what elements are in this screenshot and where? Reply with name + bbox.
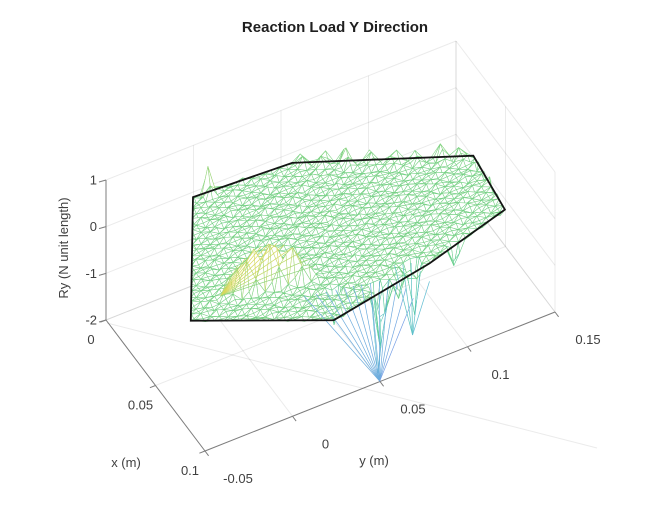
y-tick-label: 0.05 (400, 402, 425, 417)
y-tick-label: -0.05 (223, 471, 253, 486)
ridge-crest-fan (220, 257, 246, 297)
ridge-crest-fan (220, 274, 231, 297)
z-tick-label: -1 (85, 266, 97, 281)
deep-spike-fan (352, 285, 381, 382)
y-tick-label: 0 (322, 436, 329, 451)
z-tick-mark (98, 226, 107, 230)
deep-spike-fan (360, 284, 381, 382)
z-tick-mark (98, 272, 107, 276)
boundary-polygon (189, 154, 507, 322)
mesh-triangle (241, 318, 252, 320)
x-tick-mark (149, 385, 156, 389)
z-tick-label: 0 (90, 219, 97, 234)
ridge-crest-fan (220, 247, 293, 297)
x-tick-mark (199, 450, 206, 454)
ridge-crest-fan (220, 246, 262, 297)
z-tick-label: 1 (90, 173, 97, 188)
ridge-crest-fan (220, 243, 277, 297)
ridge-crest-fan (220, 244, 285, 297)
y-tick-label: 0.15 (575, 332, 600, 347)
ridge-crest-fan (220, 243, 270, 297)
axes-layer (98, 179, 559, 457)
ridge-crest-fan (220, 252, 300, 297)
grid-wall-back-z (455, 40, 556, 173)
mid-spike-fan (412, 270, 421, 336)
mid-spike-fan (402, 264, 413, 336)
spike-fan-lines (220, 243, 430, 382)
domain-boundary-outline (189, 154, 507, 322)
x-tick-label: 0.05 (128, 398, 153, 413)
ridge-crest-fan (220, 265, 239, 297)
z-tick-mark (98, 179, 107, 183)
ridge-crest-fan (220, 266, 314, 297)
tick-labels: 0 0.05 0.1 -0.05 0 0.05 0.1 0.15 -2 -1 0 1 (85, 173, 600, 487)
grid-wall-back-z (455, 87, 556, 219)
grid-wall-left-z (105, 87, 457, 228)
chart-title: Reaction Load Y Direction (242, 19, 428, 36)
x-tick-label: 0.1 (181, 463, 199, 478)
grid-wall-left-z (105, 40, 457, 181)
deep-spike-fan (303, 295, 380, 382)
y-tick-mark (292, 415, 297, 422)
y-tick-mark (467, 346, 472, 352)
deep-spike-fan (379, 282, 398, 382)
z-tick-label: -2 (85, 313, 97, 328)
deep-spike-fan (325, 291, 381, 382)
deep-spike-fan (379, 287, 407, 382)
ridge-crest-fan (220, 259, 308, 297)
z-axis-label: Ry (N unit length) (56, 197, 71, 298)
x-tick-label: 0 (87, 332, 94, 347)
deep-spike-fan (379, 279, 389, 382)
deep-spike-fan (344, 287, 381, 382)
z-tick-mark (98, 319, 107, 323)
y-axis-label: y (m) (359, 453, 389, 468)
deep-spike-fan (335, 289, 381, 382)
mid-spike-fan (394, 265, 413, 336)
ridge-crest-fan (220, 251, 254, 297)
deep-spike-fan (315, 293, 380, 382)
y-tick-mark (554, 311, 559, 318)
mesh-triangle (250, 318, 261, 320)
y-tick-label: 0.1 (491, 367, 509, 382)
grid-floor-extra (106, 322, 598, 449)
y-tick-mark (204, 450, 210, 457)
mesh-surface (190, 143, 506, 375)
mid-spike-fan (412, 281, 430, 336)
deep-spike-fan (379, 298, 414, 382)
x-axis-label: x (m) (111, 455, 141, 470)
deep-spike-fan (370, 282, 381, 382)
y-tick-mark (379, 381, 385, 387)
